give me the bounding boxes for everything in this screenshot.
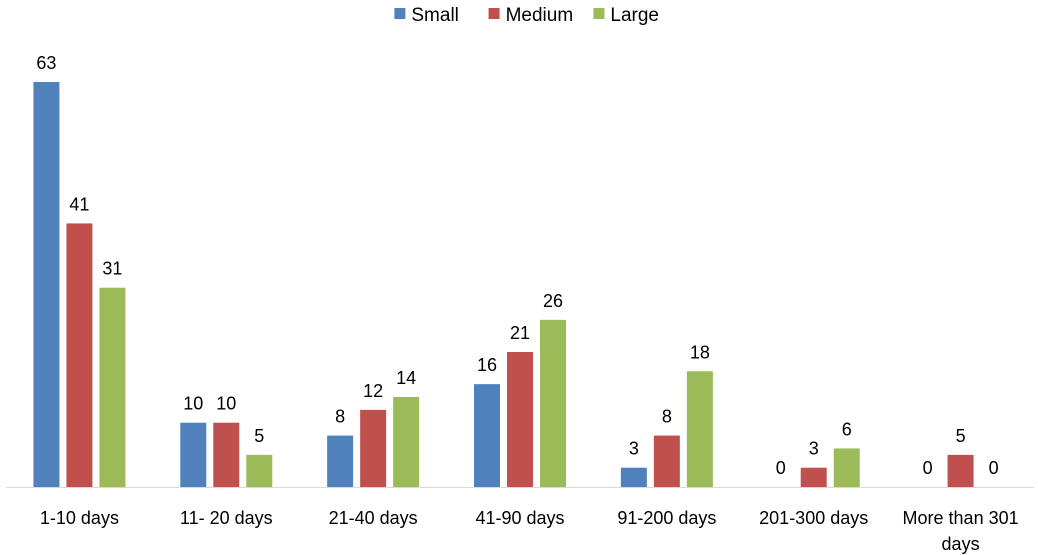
bar-medium-more-than-301-days bbox=[947, 454, 974, 487]
bar-small-21-40-days bbox=[327, 435, 354, 487]
data-label-small-21-40-days: 8 bbox=[335, 407, 345, 427]
data-label-medium-201-300-days: 3 bbox=[809, 439, 819, 459]
category-label-41-90-days: 41-90 days bbox=[475, 508, 564, 528]
bar-small-41-90-days bbox=[474, 384, 500, 487]
data-label-small-91-200-days: 3 bbox=[629, 439, 639, 459]
legend-label-medium: Medium bbox=[506, 5, 574, 26]
category-label-201-300-days: 201-300 days bbox=[759, 508, 868, 528]
data-label-medium-41-90-days: 21 bbox=[510, 323, 530, 343]
bar-large-21-40-days bbox=[393, 397, 420, 487]
chart-data-labels: 63 41 31 10 10 5 8 12 14 16 21 26 3 8 18 0 3 6 0 5 0 bbox=[36, 53, 998, 478]
legend-swatch-medium bbox=[488, 8, 500, 19]
bar-large-11-20-days bbox=[246, 454, 273, 487]
data-label-small-more-than-301-days: 0 bbox=[923, 458, 933, 478]
data-label-medium-1-10-days: 41 bbox=[69, 194, 89, 214]
data-label-small-201-300-days: 0 bbox=[776, 458, 786, 478]
data-label-large-11-20-days: 5 bbox=[254, 426, 264, 446]
data-label-large-201-300-days: 6 bbox=[842, 419, 852, 439]
bar-small-1-10-days bbox=[33, 82, 60, 487]
data-label-small-11-20-days: 10 bbox=[183, 394, 203, 414]
data-label-medium-21-40-days: 12 bbox=[363, 381, 383, 401]
data-label-large-91-200-days: 18 bbox=[690, 342, 710, 362]
data-label-medium-11-20-days: 10 bbox=[216, 394, 236, 414]
chart-legend: Small Medium Large bbox=[394, 5, 659, 26]
bar-medium-41-90-days bbox=[507, 352, 533, 487]
bar-medium-201-300-days bbox=[800, 467, 827, 487]
category-label-more-than-301-days: More than 301 days bbox=[903, 508, 1019, 554]
bar-medium-91-200-days bbox=[653, 435, 680, 487]
bar-large-201-300-days bbox=[833, 448, 860, 487]
legend-label-large: Large bbox=[610, 5, 659, 26]
legend-item-large: Large bbox=[593, 5, 659, 26]
data-label-large-1-10-days: 31 bbox=[102, 259, 122, 279]
legend-swatch-large bbox=[593, 8, 605, 19]
bar-large-1-10-days bbox=[99, 287, 126, 487]
data-label-small-1-10-days: 63 bbox=[36, 53, 56, 73]
data-label-large-21-40-days: 14 bbox=[396, 368, 416, 388]
category-label-21-40-days: 21-40 days bbox=[329, 508, 418, 528]
bar-large-91-200-days bbox=[686, 371, 713, 487]
x-axis-category-labels: 1-10 days 11- 20 days 21-40 days 41-90 days… bbox=[40, 508, 1019, 554]
category-label-1-10-days: 1-10 days bbox=[40, 508, 119, 528]
bar-medium-21-40-days bbox=[360, 409, 387, 487]
data-label-large-more-than-301-days: 0 bbox=[989, 458, 999, 478]
chart-bars bbox=[33, 82, 974, 487]
legend-swatch-small bbox=[394, 8, 406, 19]
category-label-11-20-days: 11- 20 days bbox=[180, 508, 273, 528]
data-label-small-41-90-days: 16 bbox=[477, 355, 497, 375]
bar-small-91-200-days bbox=[620, 467, 647, 487]
legend-item-medium: Medium bbox=[488, 5, 574, 26]
legend-item-small: Small bbox=[394, 5, 459, 26]
bar-large-41-90-days bbox=[540, 319, 566, 487]
category-label-91-200-days: 91-200 days bbox=[617, 508, 716, 528]
legend-label-small: Small bbox=[411, 5, 459, 26]
data-label-large-41-90-days: 26 bbox=[543, 291, 563, 311]
bar-medium-11-20-days bbox=[213, 422, 240, 487]
data-label-medium-more-than-301-days: 5 bbox=[956, 426, 966, 446]
bar-medium-1-10-days bbox=[66, 223, 93, 487]
bar-small-11-20-days bbox=[180, 422, 207, 487]
data-label-medium-91-200-days: 8 bbox=[662, 407, 672, 427]
